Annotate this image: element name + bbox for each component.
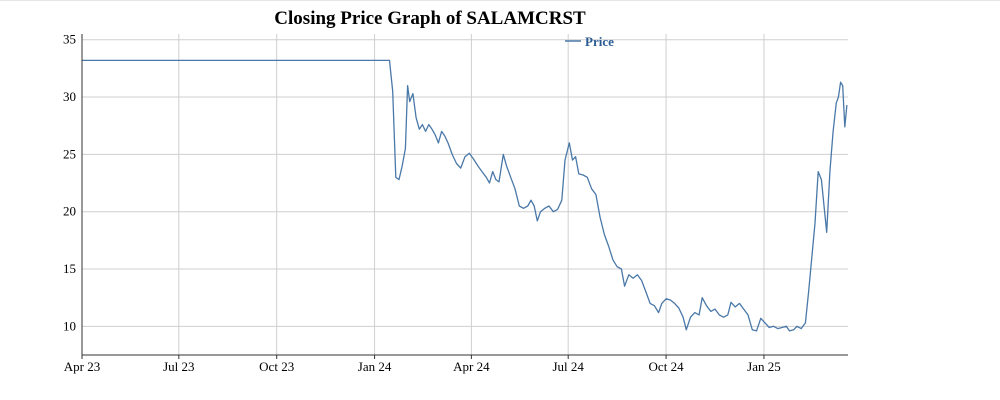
x-tick-label-2: Oct 23 xyxy=(259,359,294,374)
x-tick-label-7: Jan 25 xyxy=(747,359,781,374)
y-tick-label-25: 25 xyxy=(63,146,76,161)
y-tick-label-10: 10 xyxy=(63,318,76,333)
chart-title: Closing Price Graph of SALAMCRST xyxy=(274,8,586,29)
y-axis-tick-labels: 10 15 20 25 30 35 xyxy=(63,32,76,334)
y-tick-label-35: 35 xyxy=(63,32,76,47)
x-tick-label-5: Jul 24 xyxy=(552,359,584,374)
x-tick-label-6: Oct 24 xyxy=(649,359,685,374)
legend: Price xyxy=(565,34,614,49)
legend-item-price: Price xyxy=(585,34,614,49)
grid-lines xyxy=(81,34,848,355)
top-border xyxy=(0,0,1000,1)
y-tick-label-30: 30 xyxy=(63,89,76,104)
y-tick-label-15: 15 xyxy=(63,261,76,276)
y-tick-label-20: 20 xyxy=(63,204,76,219)
x-tick-label-0: Apr 23 xyxy=(64,359,100,374)
x-tick-label-3: Jan 24 xyxy=(358,359,392,374)
x-tick-label-1: Jul 23 xyxy=(163,359,194,374)
x-axis-tick-labels: Apr 23 Jul 23 Oct 23 Jan 24 Apr 24 Jul 24 Oct … xyxy=(64,359,781,374)
x-tick-label-4: Apr 24 xyxy=(453,359,490,374)
axes xyxy=(81,34,848,359)
series-group xyxy=(82,59,848,332)
series-line-0 xyxy=(82,59,848,332)
